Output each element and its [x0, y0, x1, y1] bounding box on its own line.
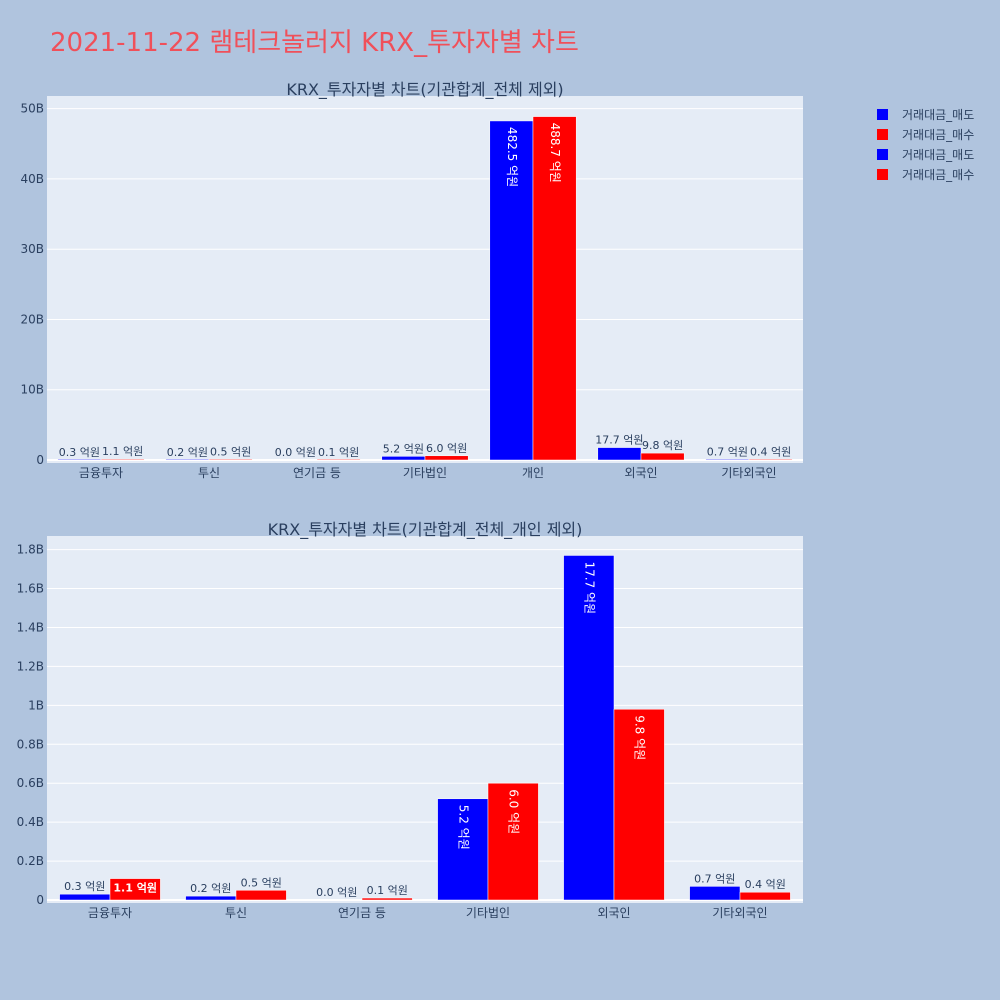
x-tick-label: 개인: [522, 466, 544, 480]
plot-area: [47, 536, 803, 903]
bar-buy: [361, 897, 413, 901]
legend-swatch: [877, 109, 888, 120]
data-label: 0.0 억원: [275, 446, 316, 459]
data-label: 5.2 억원: [456, 805, 470, 850]
data-label: 0.7 억원: [707, 446, 748, 459]
bar-buy: [109, 878, 161, 901]
y-tick-label: 1.2B: [17, 659, 44, 673]
x-tick-label: 투신: [198, 466, 220, 480]
x-tick-label: 연기금 등: [293, 466, 341, 480]
data-label: 0.7 억원: [694, 872, 735, 885]
chart-panel-2: 0 0.2B 0.4B 0.6B 0.8B 1B 1.2B 1.4B 1.6B 1.8B KRX_투…: [17, 520, 803, 920]
bar-buy: [424, 455, 469, 461]
bar-sell: [437, 798, 489, 901]
legend-swatch: [877, 169, 888, 180]
bar-sell: [563, 555, 615, 901]
chart-title: KRX_투자자별 차트(기관합계_전체_개인 제외): [268, 520, 583, 540]
bar-buy: [208, 458, 253, 461]
data-label: 1.1 억원: [113, 881, 157, 895]
legend-label: 거래대금_매도: [902, 108, 974, 122]
y-tick-label: 1B: [28, 698, 44, 712]
y-tick-label: 0.6B: [17, 776, 44, 790]
data-label: 482.5 억원: [505, 127, 519, 187]
y-tick-label: 1.8B: [17, 543, 44, 557]
data-label: 0.1 억원: [318, 446, 359, 459]
y-tick-label: 40B: [20, 172, 44, 186]
data-label: 17.7 억원: [595, 434, 643, 447]
bar-sell: [59, 893, 111, 901]
bar-buy: [748, 458, 793, 461]
data-label: 0.3 억원: [64, 880, 105, 893]
bar-sell: [689, 886, 741, 901]
bar-sell: [57, 458, 102, 461]
bar-buy: [487, 782, 539, 901]
bar-sell: [705, 458, 750, 461]
x-tick-label: 기타외국인: [721, 466, 776, 480]
y-tick-label: 0.8B: [17, 737, 44, 751]
data-label: 5.2 억원: [383, 442, 424, 455]
data-label: 0.1 억원: [367, 884, 408, 897]
y-tick-label: 0: [36, 893, 44, 907]
bar-buy: [640, 452, 685, 461]
data-label: 488.7 억원: [548, 123, 562, 183]
legend-swatch: [877, 149, 888, 160]
y-tick-label: 0.4B: [17, 815, 44, 829]
bar-sell: [381, 456, 426, 461]
bar-sell: [185, 895, 237, 901]
data-label: 17.7 억원: [582, 561, 596, 614]
x-tick-label: 외국인: [624, 466, 657, 480]
data-label: 0.4 억원: [745, 878, 786, 891]
x-tick-label: 연기금 등: [338, 906, 386, 920]
x-tick-label: 기타외국인: [712, 906, 767, 920]
y-tick-label: 1.6B: [17, 582, 44, 596]
bar-sell: [311, 899, 363, 901]
x-tick-label: 기타법인: [466, 906, 510, 920]
data-label: 9.8 억원: [642, 439, 683, 452]
chart-panel-1: 0 10B 20B 30B 40B 50B KRX_투자자별 차트(기관합계_전체 제외) 금…: [20, 80, 803, 480]
data-label: 0.5 억원: [241, 876, 282, 889]
bar-sell: [165, 458, 210, 461]
legend-label: 거래대금_매도: [902, 148, 974, 162]
data-label: 1.1 억원: [102, 445, 143, 458]
bar-sell: [597, 447, 642, 461]
y-tick-label: 10B: [20, 383, 44, 397]
y-tick-label: 1.4B: [17, 620, 44, 634]
x-tick-label: 투신: [225, 906, 247, 920]
x-tick-label: 금융투자: [88, 906, 132, 920]
data-label: 0.5 억원: [210, 446, 251, 459]
y-tick-label: 50B: [20, 102, 44, 116]
bar-buy: [532, 116, 577, 461]
legend-label: 거래대금_매수: [902, 168, 974, 182]
data-label: 0.4 억원: [750, 446, 791, 459]
chart-title: KRX_투자자별 차트(기관합계_전체 제외): [286, 80, 563, 100]
legend-swatch: [877, 129, 888, 140]
bar-buy: [739, 891, 791, 901]
legend-label: 거래대금_매수: [902, 128, 974, 142]
data-label: 0.0 억원: [316, 886, 357, 899]
bar-buy: [613, 708, 665, 901]
x-tick-label: 금융투자: [79, 466, 123, 480]
data-label: 0.3 억원: [59, 446, 100, 459]
bar-sell: [273, 459, 318, 461]
y-tick-label: 30B: [20, 242, 44, 256]
bar-buy: [235, 890, 287, 901]
data-label: 9.8 억원: [633, 715, 647, 760]
data-label: 6.0 억원: [426, 442, 467, 455]
y-tick-label: 0.2B: [17, 854, 44, 868]
plot-area: [47, 96, 803, 463]
data-label: 0.2 억원: [190, 882, 231, 895]
page-title: 2021-11-22 램테크놀러지 KRX_투자자별 차트: [50, 28, 579, 58]
data-label: 0.2 억원: [167, 446, 208, 459]
x-tick-label: 외국인: [597, 906, 630, 920]
y-tick-label: 20B: [20, 312, 44, 326]
bar-buy: [100, 458, 145, 461]
bar-buy: [316, 458, 361, 461]
y-tick-label: 0: [36, 453, 44, 467]
x-tick-label: 기타법인: [403, 466, 447, 480]
data-label: 6.0 억원: [507, 789, 521, 834]
